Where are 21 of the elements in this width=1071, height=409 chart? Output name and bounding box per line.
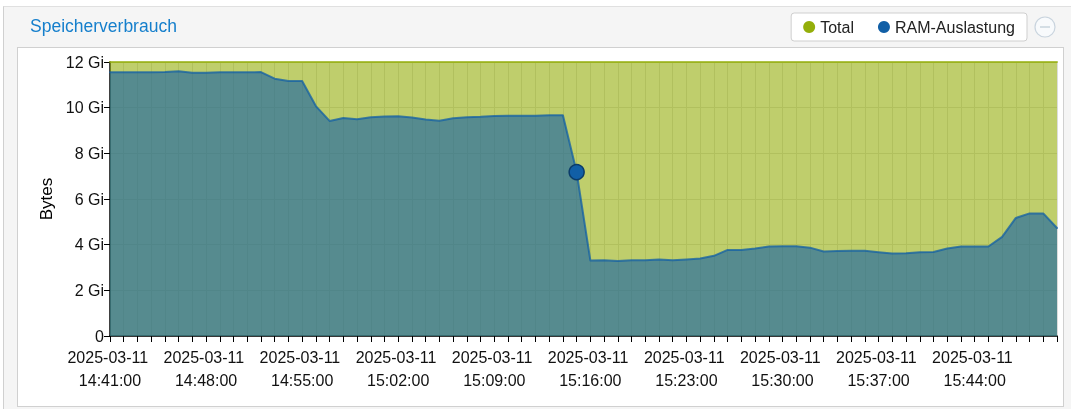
x-tick-label: 2025-03-11 15:23:00 xyxy=(643,349,729,389)
x-tick-label: 2025-03-11 15:44:00 xyxy=(932,349,1018,389)
y-axis-title: Bytes xyxy=(36,177,56,221)
x-tick-label: 2025-03-11 14:55:00 xyxy=(259,349,345,389)
y-tick-label: 4 Gi xyxy=(74,236,104,254)
x-tick-label: 2025-03-11 15:30:00 xyxy=(739,349,826,389)
y-tick-label: 10 Gi xyxy=(65,99,104,117)
y-tick-label: 2 Gi xyxy=(74,281,104,299)
x-tick-label: 2025-03-11 14:41:00 xyxy=(67,349,153,389)
y-tick-label: 12 Gi xyxy=(65,53,104,71)
x-tick-label: 2025-03-11 15:16:00 xyxy=(547,349,633,389)
x-tick-label: 2025-03-11 15:02:00 xyxy=(355,349,441,389)
x-tick-label: 2025-03-11 15:37:00 xyxy=(836,349,922,389)
y-tick-label: 6 Gi xyxy=(74,190,104,208)
chart-title: Speicherverbrauch xyxy=(30,16,177,36)
legend-label: RAM-Auslastung xyxy=(894,18,1015,36)
x-tick-label: 2025-03-11 14:48:00 xyxy=(163,349,249,389)
y-tick-label: 0 xyxy=(95,327,105,345)
x-tick-label: 2025-03-11 15:09:00 xyxy=(451,349,537,389)
legend-label: Total xyxy=(820,18,854,36)
y-tick-label: 8 Gi xyxy=(74,144,104,162)
